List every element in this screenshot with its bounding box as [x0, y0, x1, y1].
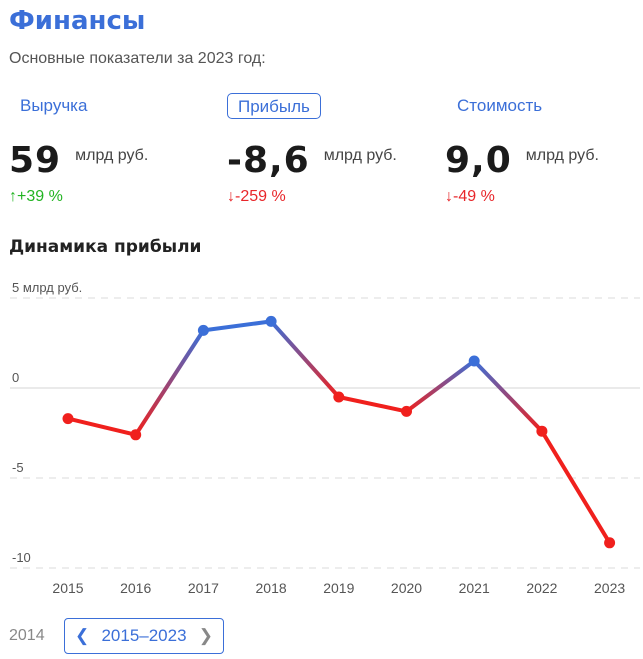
chevron-right-icon[interactable]: ❯ — [198, 626, 213, 645]
tab-value[interactable]: Стоимость — [457, 96, 543, 115]
metric-value: 9,0 млрд руб. — [445, 140, 599, 181]
data-point — [604, 537, 616, 549]
y-tick-label: -10 — [12, 550, 31, 565]
x-tick-label: 2022 — [526, 580, 557, 596]
x-tick-label: 2018 — [256, 580, 287, 596]
x-tick-label: 2016 — [120, 580, 151, 596]
metric-value-value: 9,0 — [445, 140, 512, 181]
x-tick-label: 2019 — [323, 580, 354, 596]
data-point — [130, 429, 142, 441]
data-point — [536, 425, 548, 437]
data-point — [197, 324, 209, 336]
page-title: Финансы — [9, 6, 146, 36]
series-line-segment — [269, 319, 341, 399]
x-tick-label: 2020 — [391, 580, 422, 596]
data-point — [333, 391, 345, 403]
series-line-segment — [472, 359, 544, 434]
series-line-segment — [66, 416, 138, 437]
tab-profit[interactable]: Прибыль — [227, 93, 321, 119]
x-tick-label: 2023 — [594, 580, 625, 596]
metric-revenue-value: 59 — [9, 140, 62, 181]
prev-year-label[interactable]: 2014 — [9, 627, 45, 644]
series-line-segment — [201, 319, 274, 333]
metric-revenue-delta: ↑+39 % — [9, 188, 63, 205]
data-point — [265, 315, 277, 327]
y-tick-label: -5 — [12, 460, 24, 475]
x-tick-label: 2017 — [188, 580, 219, 596]
metric-profit-delta: ↓-259 % — [227, 188, 286, 205]
y-tick-label: 5 млрд руб. — [12, 280, 82, 295]
metric-value-delta: ↓-49 % — [445, 188, 495, 205]
data-point — [62, 413, 74, 425]
metric-profit-unit: млрд руб. — [323, 147, 397, 164]
series-line-segment — [133, 328, 206, 437]
series-line-segment — [539, 429, 612, 545]
year-range-label: 2015–2023 — [101, 626, 187, 645]
series-line-segment — [404, 359, 477, 414]
year-range-selector[interactable]: ❮ 2015–2023 ❯ — [64, 618, 224, 654]
page-subtitle: Основные показатели за 2023 год: — [9, 50, 266, 67]
chevron-left-icon[interactable]: ❮ — [75, 626, 90, 645]
chart-title: Динамика прибыли — [9, 237, 202, 257]
profit-chart: 5 млрд руб. 0 -5 -10 2015 2016 2017 2018 2019 202… — [10, 280, 640, 596]
x-tick-label: 2015 — [52, 580, 83, 596]
metric-profit-value: -8,6 — [227, 140, 310, 181]
y-tick-label: 0 — [12, 370, 19, 385]
metric-value-unit: млрд руб. — [525, 147, 599, 164]
data-point — [401, 405, 412, 417]
data-point — [468, 355, 480, 367]
metric-revenue: 59 млрд руб. — [9, 140, 148, 181]
series-line-segment — [336, 395, 409, 414]
x-tick-label: 2021 — [459, 580, 490, 596]
metric-revenue-unit: млрд руб. — [75, 147, 149, 164]
metric-profit: -8,6 млрд руб. — [227, 140, 397, 181]
tab-revenue[interactable]: Выручка — [20, 96, 88, 115]
